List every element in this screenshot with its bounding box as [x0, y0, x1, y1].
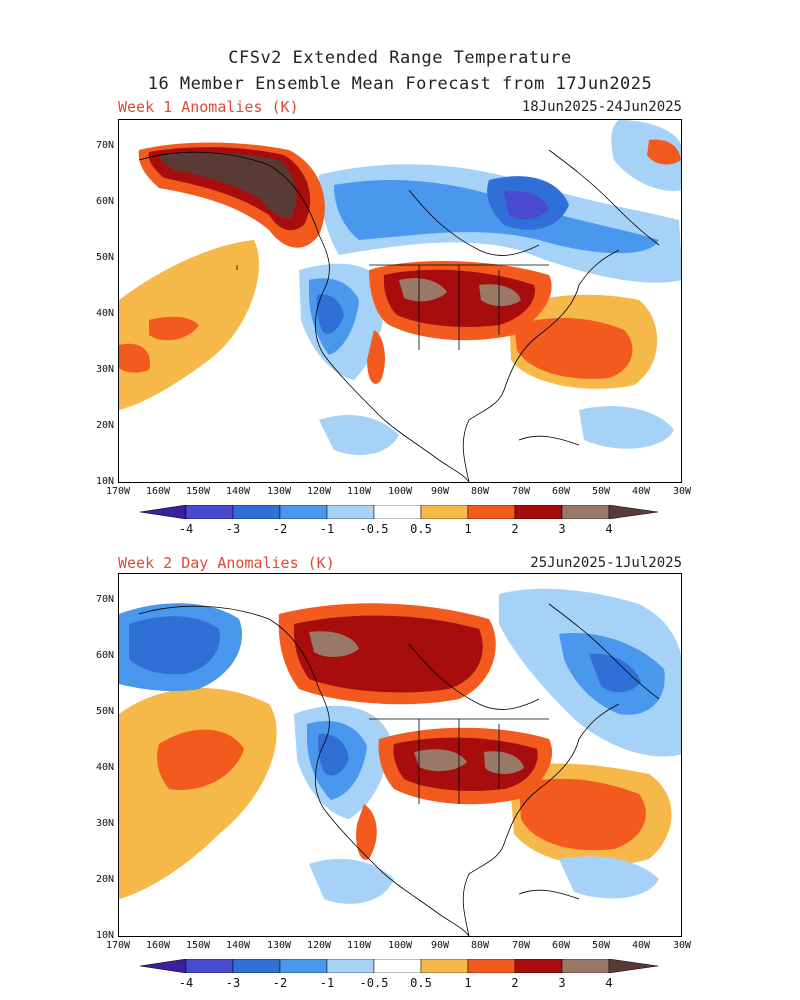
lon-label: 120W [306, 486, 332, 497]
lon-label: 70W [511, 486, 531, 497]
lat-label: 30N [95, 818, 114, 829]
lon-label: 30W [672, 940, 692, 951]
lon-label: 170W [105, 940, 131, 951]
lon-axis-panel-2: 170W 160W 150W 140W 130W 120W 110W 100W … [0, 940, 800, 954]
colorbar-labels-panel-1: -4 -3 -2 -1 -0.5 0.5 1 2 3 4 [0, 522, 800, 538]
lat-label: 50N [95, 706, 114, 717]
colorbar-panel-1 [140, 505, 659, 519]
lon-label: 130W [266, 486, 292, 497]
lon-label: 50W [591, 940, 611, 951]
lon-label: 100W [387, 940, 413, 951]
panel-1-title: Week 1 Anomalies (K) [118, 98, 299, 116]
lon-label: 40W [631, 940, 651, 951]
colorbar-label: 4 [605, 522, 613, 536]
colorbar-label: 1 [464, 976, 472, 990]
colorbar-label: -1 [319, 976, 335, 990]
lat-label: 60N [95, 650, 114, 661]
colorbar-label: -0.5 [359, 522, 389, 536]
colorbar-label: -0.5 [359, 976, 389, 990]
lon-label: 80W [470, 486, 490, 497]
title-line-2: 16 Member Ensemble Mean Forecast from 17… [147, 74, 653, 94]
lon-label: 130W [266, 940, 292, 951]
lon-label: 40W [631, 486, 651, 497]
lon-label: 140W [225, 486, 251, 497]
lon-label: 150W [185, 940, 211, 951]
lon-label: 70W [511, 940, 531, 951]
colorbar-label: -3 [225, 522, 241, 536]
lat-label: 30N [95, 364, 114, 375]
lat-label: 40N [95, 308, 114, 319]
lat-label: 20N [95, 874, 114, 885]
lon-label: 60W [551, 486, 571, 497]
panel-2-title: Week 2 Day Anomalies (K) [118, 554, 335, 572]
lon-label: 170W [105, 486, 131, 497]
map-panel-1 [118, 119, 682, 483]
title-line-1: CFSv2 Extended Range Temperature [228, 48, 572, 68]
lon-label: 30W [672, 486, 692, 497]
lon-label: 120W [306, 940, 332, 951]
lat-label: 70N [95, 140, 114, 151]
colorbar-label: -2 [272, 522, 288, 536]
colorbar-label: 4 [605, 976, 613, 990]
colorbar-label: -4 [178, 976, 194, 990]
lon-label: 110W [346, 486, 372, 497]
lat-label: 60N [95, 196, 114, 207]
lat-label: 10N [95, 476, 114, 487]
anomaly-map-week2 [119, 588, 681, 936]
colorbar-label: 2 [511, 522, 519, 536]
colorbar-label: -4 [178, 522, 194, 536]
panel-2-dates: 25Jun2025-1Jul2025 [530, 555, 682, 571]
lon-label: 90W [430, 486, 450, 497]
lon-label: 150W [185, 486, 211, 497]
lon-label: 80W [470, 940, 490, 951]
lat-label: 70N [95, 594, 114, 605]
colorbar-panel-2 [140, 959, 659, 973]
colorbar-label: 0.5 [410, 522, 432, 536]
lon-label: 160W [145, 486, 171, 497]
lat-label: 20N [95, 420, 114, 431]
colorbar-label: 2 [511, 976, 519, 990]
lon-label: 90W [430, 940, 450, 951]
colorbar-labels-panel-2: -4 -3 -2 -1 -0.5 0.5 1 2 3 4 [0, 976, 800, 992]
lon-label: 140W [225, 940, 251, 951]
lon-label: 160W [145, 940, 171, 951]
map-panel-2 [118, 573, 682, 937]
anomaly-map-week1 [119, 120, 681, 482]
lat-label: 10N [95, 930, 114, 941]
colorbar-label: 1 [464, 522, 472, 536]
colorbar-label: -1 [319, 522, 335, 536]
lon-label: 50W [591, 486, 611, 497]
lat-label: 40N [95, 762, 114, 773]
lon-axis-panel-1: 170W 160W 150W 140W 130W 120W 110W 100W … [0, 486, 800, 500]
panel-1-dates: 18Jun2025-24Jun2025 [521, 99, 682, 115]
colorbar-label: -2 [272, 976, 288, 990]
colorbar-label: 0.5 [410, 976, 432, 990]
colorbar-label: -3 [225, 976, 241, 990]
colorbar-label: 3 [558, 522, 566, 536]
lon-label: 110W [346, 940, 372, 951]
lon-label: 100W [387, 486, 413, 497]
lon-label: 60W [551, 940, 571, 951]
lat-label: 50N [95, 252, 114, 263]
colorbar-label: 3 [558, 976, 566, 990]
